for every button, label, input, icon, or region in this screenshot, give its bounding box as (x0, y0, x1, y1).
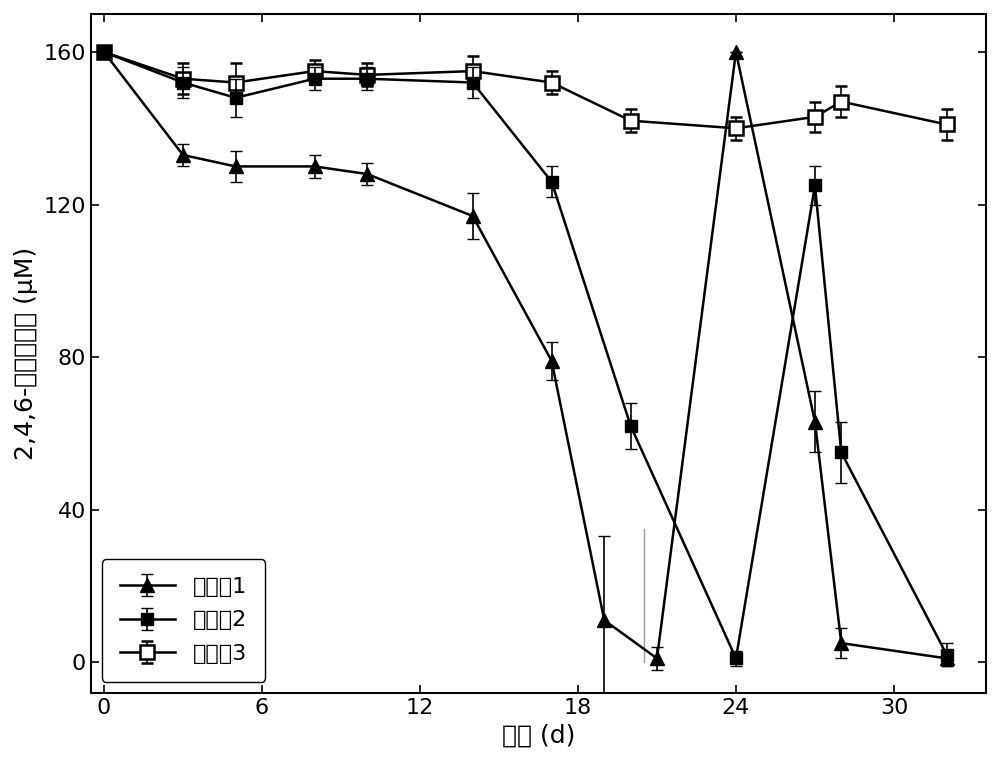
X-axis label: 时间 (d): 时间 (d) (502, 723, 575, 747)
Y-axis label: 2,4,6-三氯酚浓度 (μM): 2,4,6-三氯酚浓度 (μM) (14, 247, 38, 460)
Legend: 实施例1, 实施例2, 实施例3: 实施例1, 实施例2, 实施例3 (102, 559, 265, 682)
